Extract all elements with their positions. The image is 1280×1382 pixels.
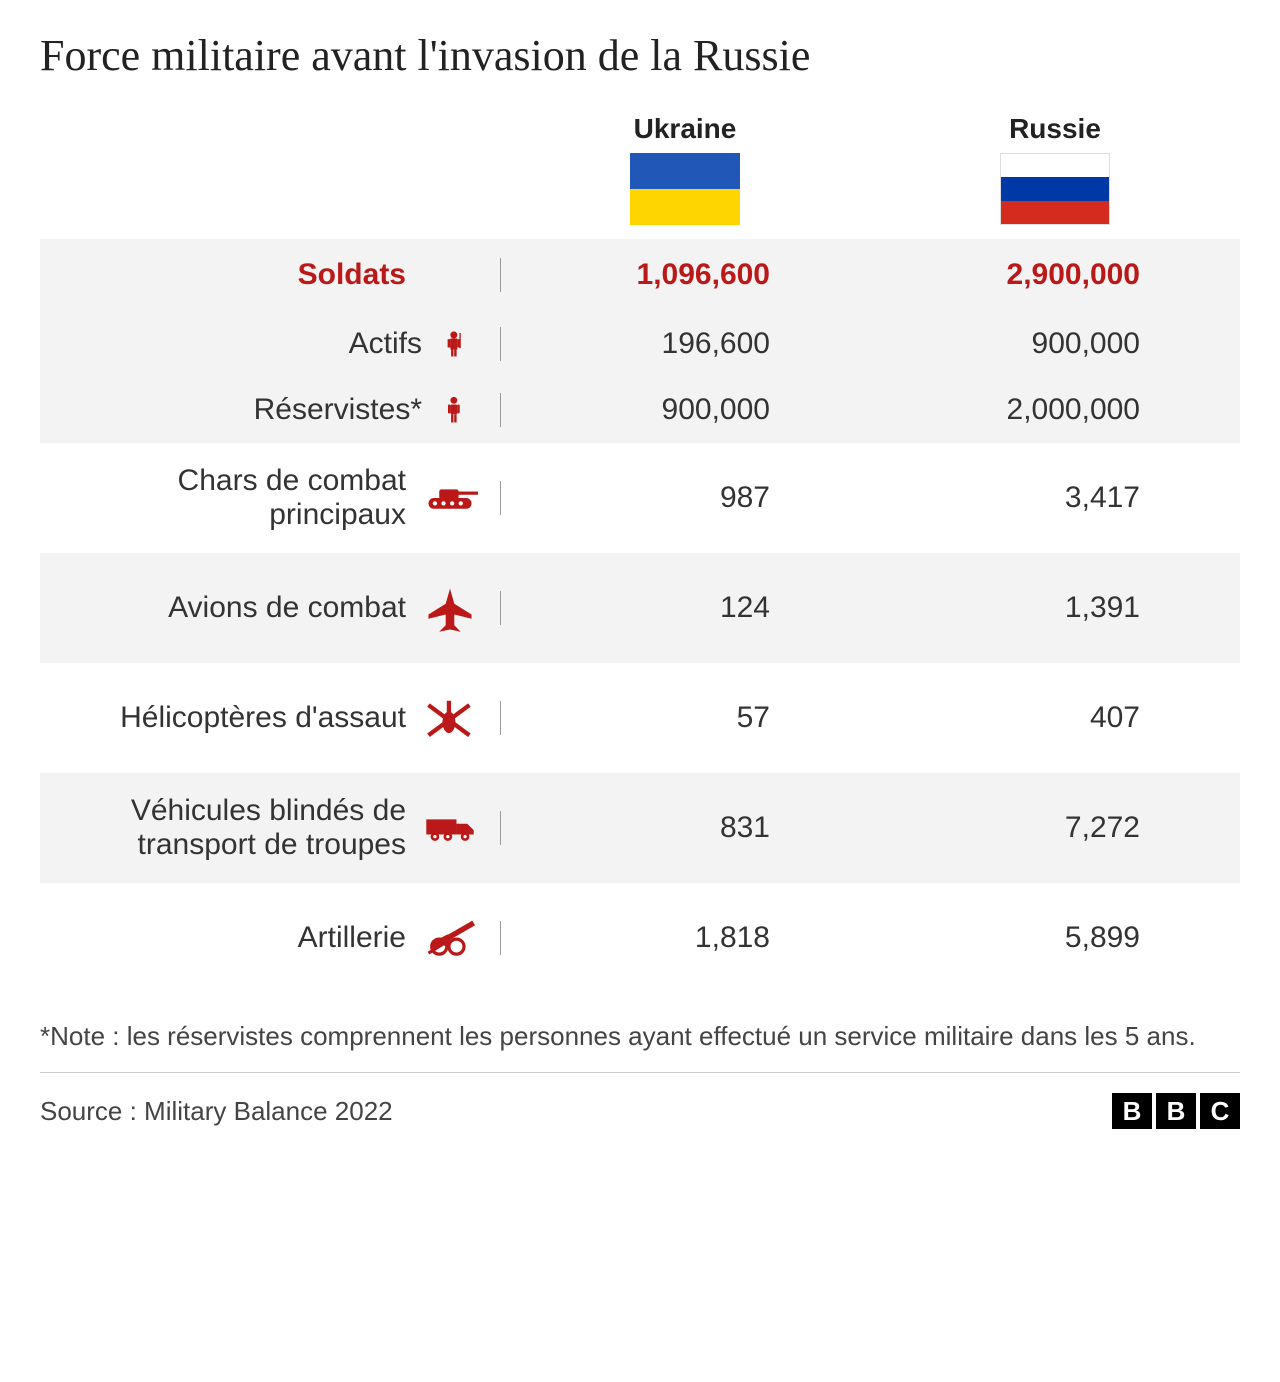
value-ukraine: 57 [500, 701, 870, 735]
value-russie: 1,391 [870, 591, 1240, 625]
row-label: Chars de combat principaux [40, 464, 406, 533]
table-row: Chars de combat principaux 9873,417 [40, 443, 1240, 553]
value-russie: 3,417 [870, 481, 1240, 515]
comparison-table: Soldats1,096,6002,900,000Actifs196,60090… [40, 239, 1240, 993]
flag-russie-icon [1000, 153, 1110, 225]
value-ukraine: 900,000 [500, 393, 870, 427]
bbc-logo-icon: B B C [1112, 1093, 1240, 1129]
table-row: Avions de combat 1241,391 [40, 553, 1240, 663]
table-row: Véhicules blindés de transport de troupe… [40, 773, 1240, 883]
value-ukraine: 196,600 [500, 327, 870, 361]
artillery-icon [422, 910, 478, 966]
jet-icon [422, 580, 478, 636]
bbc-logo-letter: B [1156, 1093, 1196, 1129]
footnote: *Note : les réservistes comprennent les … [40, 1019, 1240, 1054]
flag-ukraine-icon [630, 153, 740, 225]
value-russie: 2,900,000 [870, 258, 1240, 292]
value-russie: 7,272 [870, 811, 1240, 845]
source-text: Source : Military Balance 2022 [40, 1096, 393, 1127]
row-label: Artillerie [298, 921, 406, 956]
row-label: Avions de combat [168, 591, 406, 626]
row-label: Soldats [298, 258, 406, 293]
row-label: Hélicoptères d'assaut [120, 701, 406, 736]
chart-title: Force militaire avant l'invasion de la R… [40, 30, 1240, 81]
table-row: Hélicoptères d'assaut 57407 [40, 663, 1240, 773]
table-row: Actifs 196,600900,000 [40, 311, 1240, 377]
value-ukraine: 987 [500, 481, 870, 515]
heli-icon [422, 690, 478, 746]
value-russie: 2,000,000 [870, 393, 1240, 427]
table-row: Soldats 1,096,6002,900,000 [40, 239, 1240, 311]
soldier-icon [438, 320, 478, 368]
person-icon [438, 386, 478, 434]
row-label: Actifs [349, 327, 422, 362]
column-header-ukraine: Ukraine [500, 113, 870, 145]
row-label: Réservistes* [254, 393, 422, 428]
value-ukraine: 1,096,600 [500, 258, 870, 292]
value-russie: 900,000 [870, 327, 1240, 361]
table-row: Artillerie 1,8185,899 [40, 883, 1240, 993]
value-russie: 407 [870, 701, 1240, 735]
table-row: Réservistes* 900,0002,000,000 [40, 377, 1240, 443]
truck-icon [422, 800, 478, 856]
value-ukraine: 831 [500, 811, 870, 845]
value-ukraine: 124 [500, 591, 870, 625]
row-label: Véhicules blindés de transport de troupe… [40, 794, 406, 863]
bbc-logo-letter: B [1112, 1093, 1152, 1129]
value-russie: 5,899 [870, 921, 1240, 955]
column-header-russie: Russie [870, 113, 1240, 145]
bbc-logo-letter: C [1200, 1093, 1240, 1129]
tank-icon [422, 470, 478, 526]
column-headers: Ukraine Russie [40, 105, 1240, 239]
value-ukraine: 1,818 [500, 921, 870, 955]
